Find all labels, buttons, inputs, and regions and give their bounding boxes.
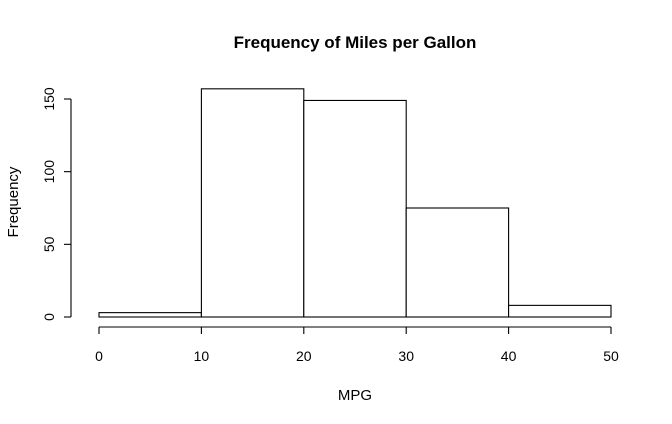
x-tick-label: 0 xyxy=(95,348,103,364)
histogram-bar-30-40 xyxy=(405,207,510,318)
x-tick-label: 10 xyxy=(194,348,210,364)
x-tick-label: 20 xyxy=(296,348,312,364)
histogram-bar-10-20 xyxy=(200,88,305,318)
y-axis: 0 50 100 150 xyxy=(41,87,72,321)
y-axis-label: Frequency xyxy=(5,166,22,237)
histogram-bar-20-30 xyxy=(303,99,407,318)
bars-group xyxy=(98,88,612,318)
histogram-bar-0-10 xyxy=(98,312,202,318)
y-tick-label: 0 xyxy=(41,313,57,321)
y-tick-label: 100 xyxy=(41,160,57,184)
y-tick-label: 150 xyxy=(41,87,57,111)
x-tick-label: 30 xyxy=(398,348,414,364)
chart-title: Frequency of Miles per Gallon xyxy=(234,33,477,52)
x-axis: 0 10 20 30 40 50 xyxy=(95,326,619,364)
x-axis-label: MPG xyxy=(338,387,372,404)
y-tick-label: 50 xyxy=(41,236,57,252)
histogram-bar-40-50 xyxy=(508,304,612,318)
x-tick-label: 40 xyxy=(501,348,517,364)
x-tick-label: 50 xyxy=(603,348,619,364)
